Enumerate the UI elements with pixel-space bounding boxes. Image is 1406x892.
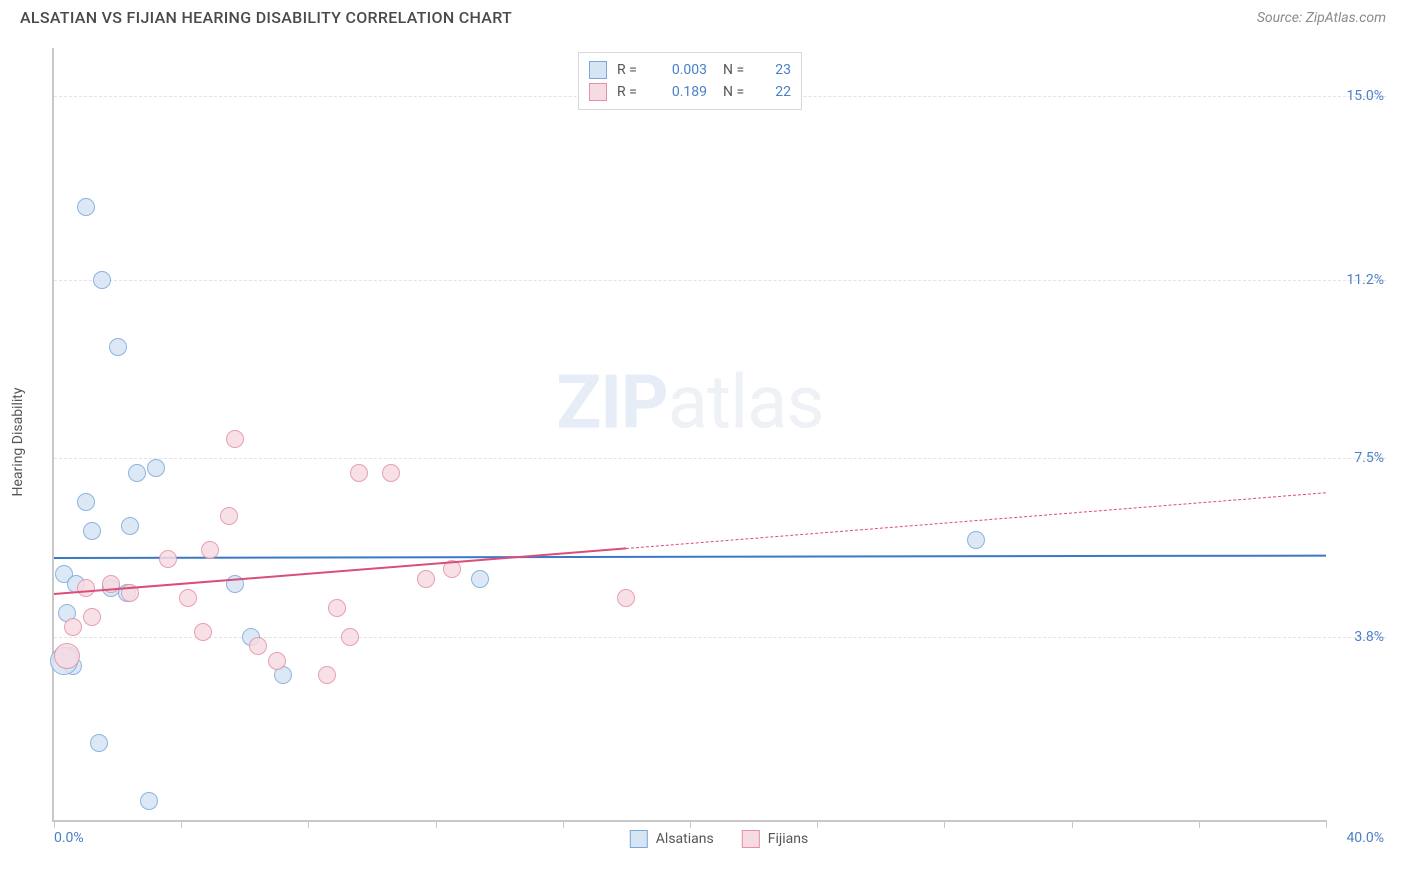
scatter-point [617, 589, 635, 607]
y-tick-label: 15.0% [1346, 88, 1384, 104]
series-legend: Alsatians Fijians [630, 830, 808, 848]
trend-line [54, 555, 1326, 559]
legend-row: R = 0.189 N = 22 [589, 81, 791, 103]
legend-swatch [630, 830, 648, 848]
x-tick [944, 820, 945, 828]
x-tick [1326, 820, 1327, 828]
legend-n-value: 23 [761, 59, 791, 81]
x-tick [1072, 820, 1073, 828]
y-tick-label: 11.2% [1346, 272, 1384, 288]
x-axis-max-label: 40.0% [1346, 830, 1384, 846]
legend-n-value: 22 [761, 81, 791, 103]
scatter-point [77, 493, 95, 511]
legend-series-label: Fijians [768, 831, 808, 847]
scatter-point [350, 464, 368, 482]
scatter-point [159, 550, 177, 568]
x-tick [563, 820, 564, 828]
scatter-point [147, 459, 165, 477]
scatter-point [341, 628, 359, 646]
scatter-point [90, 734, 108, 752]
legend-r-label: R = [617, 59, 645, 81]
x-tick [181, 820, 182, 828]
legend-n-label: N = [723, 59, 751, 81]
scatter-point [417, 570, 435, 588]
plot-area: ZIPatlas Hearing Disability 0.0% 40.0% R… [52, 48, 1326, 822]
scatter-point [318, 666, 336, 684]
scatter-point [249, 637, 267, 655]
trend-line [54, 548, 627, 596]
legend-r-label: R = [617, 81, 645, 103]
scatter-point [328, 599, 346, 617]
legend-row: R = 0.003 N = 23 [589, 59, 791, 81]
y-tick-label: 3.8% [1354, 629, 1384, 645]
scatter-point [179, 589, 197, 607]
scatter-point [64, 618, 82, 636]
scatter-point [201, 541, 219, 559]
scatter-point [128, 464, 146, 482]
correlation-legend: R = 0.003 N = 23 R = 0.189 N = 22 [578, 52, 802, 110]
scatter-point [121, 517, 139, 535]
watermark-prefix: ZIP [556, 360, 667, 447]
y-axis-title: Hearing Disability [10, 388, 26, 497]
scatter-point [967, 531, 985, 549]
scatter-point [471, 570, 489, 588]
scatter-point [220, 507, 238, 525]
x-axis-min-label: 0.0% [54, 830, 84, 846]
scatter-point [93, 271, 111, 289]
scatter-point [77, 198, 95, 216]
chart-title: ALSATIAN VS FIJIAN HEARING DISABILITY CO… [20, 8, 512, 27]
legend-r-value: 0.189 [655, 81, 707, 103]
series-legend-item: Alsatians [630, 830, 714, 848]
chart-source: Source: ZipAtlas.com [1257, 10, 1386, 26]
gridline [54, 458, 1386, 459]
watermark: ZIPatlas [556, 360, 823, 447]
x-tick [817, 820, 818, 828]
scatter-point [54, 643, 80, 669]
legend-r-value: 0.003 [655, 59, 707, 81]
series-legend-item: Fijians [742, 830, 808, 848]
scatter-point [109, 338, 127, 356]
legend-series-label: Alsatians [656, 831, 714, 847]
watermark-suffix: atlas [668, 360, 824, 447]
scatter-point [382, 464, 400, 482]
x-tick [308, 820, 309, 828]
x-tick [436, 820, 437, 828]
scatter-point [226, 430, 244, 448]
x-tick [54, 820, 55, 828]
legend-swatch [742, 830, 760, 848]
scatter-point [268, 652, 286, 670]
y-tick-label: 7.5% [1354, 450, 1384, 466]
x-tick [690, 820, 691, 828]
scatter-point [77, 579, 95, 597]
gridline [54, 280, 1386, 281]
legend-swatch [589, 61, 607, 79]
legend-swatch [589, 83, 607, 101]
scatter-point [83, 522, 101, 540]
chart-area: ZIPatlas Hearing Disability 0.0% 40.0% R… [52, 48, 1386, 852]
scatter-point [140, 792, 158, 810]
scatter-point [83, 608, 101, 626]
chart-header: ALSATIAN VS FIJIAN HEARING DISABILITY CO… [0, 0, 1406, 31]
legend-n-label: N = [723, 81, 751, 103]
scatter-point [194, 623, 212, 641]
x-tick [1199, 820, 1200, 828]
